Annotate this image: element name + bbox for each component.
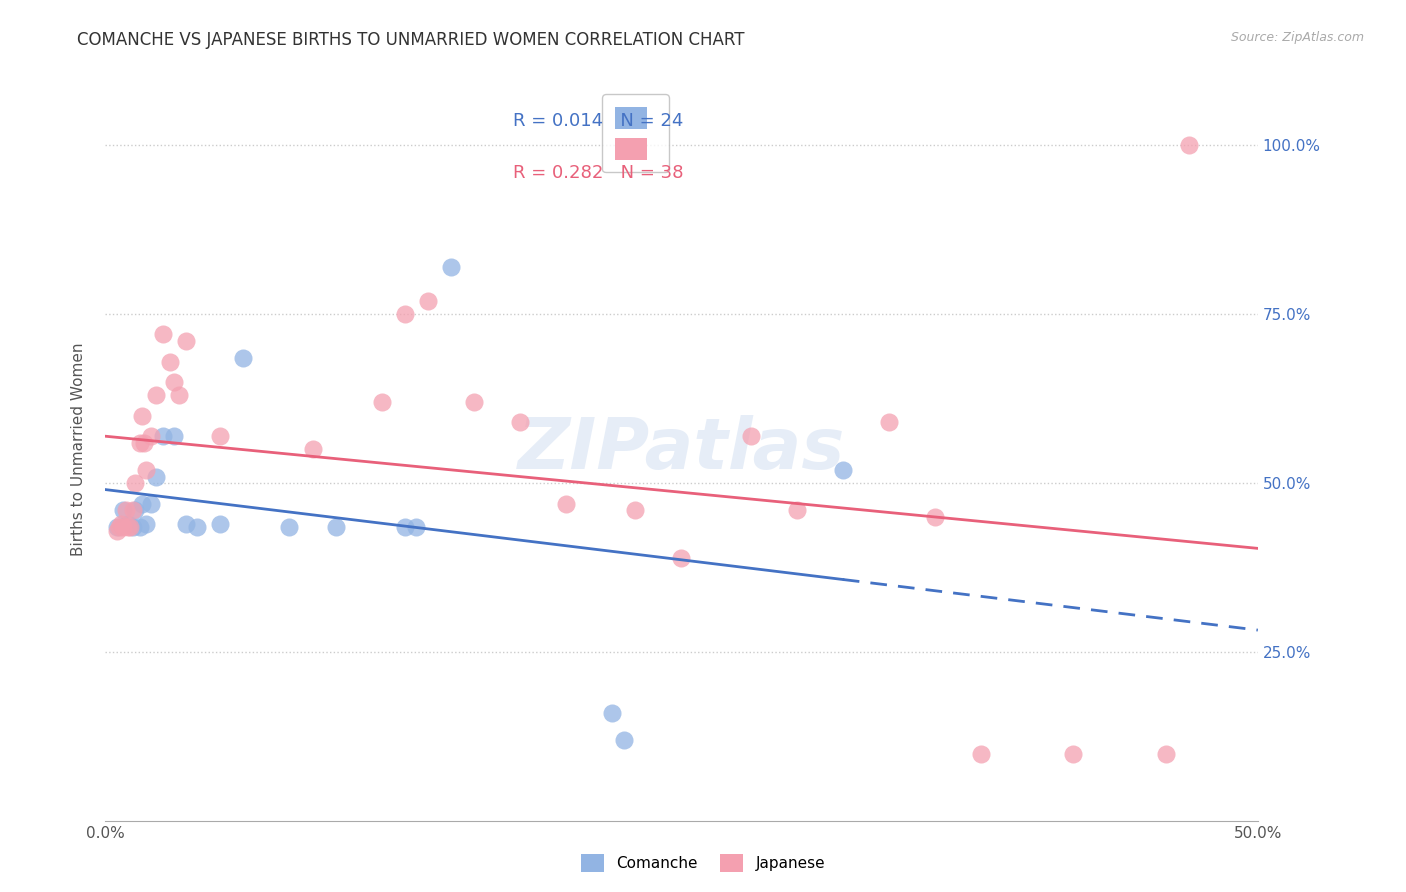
- Legend: , : ,: [602, 94, 669, 172]
- Point: [117, 516, 139, 531]
- Point: [440, 260, 463, 274]
- Point: [924, 510, 946, 524]
- Point: [786, 503, 808, 517]
- Point: [152, 327, 174, 342]
- Point: [613, 733, 636, 747]
- Text: ZIPatlas: ZIPatlas: [517, 415, 845, 484]
- Point: [671, 550, 693, 565]
- Text: COMANCHE VS JAPANESE BIRTHS TO UNMARRIED WOMEN CORRELATION CHART: COMANCHE VS JAPANESE BIRTHS TO UNMARRIED…: [77, 31, 745, 49]
- Point: [278, 520, 301, 534]
- Point: [831, 463, 853, 477]
- Point: [970, 747, 993, 761]
- Point: [740, 429, 762, 443]
- Point: [128, 520, 150, 534]
- Point: [163, 375, 186, 389]
- Point: [121, 503, 143, 517]
- Point: [131, 497, 153, 511]
- Point: [124, 476, 146, 491]
- Text: R = 0.014   N = 24: R = 0.014 N = 24: [513, 112, 683, 130]
- Point: [600, 706, 623, 721]
- Point: [624, 503, 647, 517]
- Point: [105, 524, 128, 538]
- Point: [416, 293, 439, 308]
- Point: [135, 463, 157, 477]
- Point: [135, 516, 157, 531]
- Point: [877, 416, 900, 430]
- Point: [1154, 747, 1177, 761]
- Point: [174, 516, 197, 531]
- Point: [139, 497, 162, 511]
- Point: [370, 395, 392, 409]
- Point: [124, 503, 146, 517]
- Point: [555, 497, 578, 511]
- Point: [112, 503, 135, 517]
- Point: [108, 520, 131, 534]
- Text: Source: ZipAtlas.com: Source: ZipAtlas.com: [1230, 31, 1364, 45]
- Point: [325, 520, 347, 534]
- Point: [463, 395, 485, 409]
- Point: [145, 388, 167, 402]
- Point: [112, 520, 135, 534]
- Point: [120, 520, 142, 534]
- Point: [114, 503, 136, 517]
- Point: [110, 516, 132, 531]
- Point: [1062, 747, 1084, 761]
- Point: [174, 334, 197, 349]
- Point: [301, 442, 323, 457]
- Point: [134, 435, 156, 450]
- Point: [394, 520, 416, 534]
- Point: [128, 435, 150, 450]
- Text: R = 0.282   N = 38: R = 0.282 N = 38: [513, 164, 683, 182]
- Point: [117, 520, 139, 534]
- Point: [159, 354, 181, 368]
- Point: [509, 416, 531, 430]
- Point: [139, 429, 162, 443]
- Point: [186, 520, 208, 534]
- Point: [131, 409, 153, 423]
- Point: [105, 520, 128, 534]
- Point: [209, 429, 232, 443]
- Legend: Comanche, Japanese: Comanche, Japanese: [574, 846, 832, 880]
- Point: [121, 520, 143, 534]
- Point: [209, 516, 232, 531]
- Point: [394, 307, 416, 321]
- Point: [232, 351, 254, 366]
- Y-axis label: Births to Unmarried Women: Births to Unmarried Women: [72, 343, 86, 557]
- Point: [163, 429, 186, 443]
- Point: [152, 429, 174, 443]
- Point: [167, 388, 190, 402]
- Point: [1177, 138, 1199, 153]
- Point: [405, 520, 427, 534]
- Point: [145, 469, 167, 483]
